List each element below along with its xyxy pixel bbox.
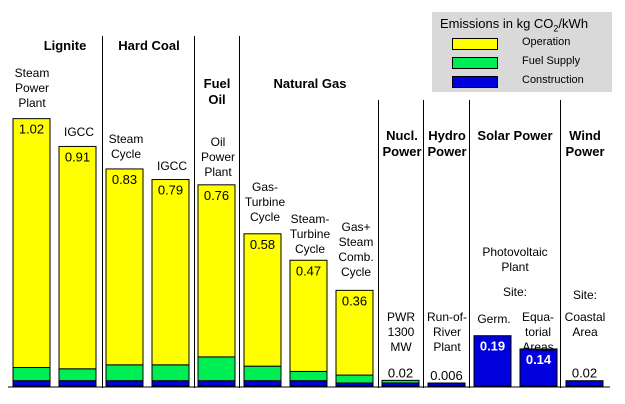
bar-caption: Steam Power Plant xyxy=(14,66,50,110)
bar-segment-operation xyxy=(12,118,51,368)
bar-value-label: 0.36 xyxy=(342,293,367,308)
bar-segment-operation xyxy=(335,289,374,376)
bar-segment-construction xyxy=(565,380,604,387)
legend-swatch-operation xyxy=(452,38,498,50)
bar-segment-fuel-supply xyxy=(243,365,282,382)
group-fuel-oil: Fuel Oil xyxy=(203,76,231,107)
site-label-solar: Site: xyxy=(502,285,527,299)
legend: Emissions in kg CO2/kWh Operation Fuel S… xyxy=(432,12,612,92)
bar-segment-operation xyxy=(58,145,97,370)
bar-value-label: 0.14 xyxy=(526,352,552,367)
bar-value-label: 0.58 xyxy=(250,237,275,252)
group-hydro-power: Hydro Power xyxy=(427,128,467,159)
bar-value-label: 0.83 xyxy=(112,172,137,187)
bar-segment-fuel-supply xyxy=(381,379,420,384)
legend-label: Construction xyxy=(522,74,584,86)
bar-caption: Run-of- River Plant xyxy=(426,310,467,354)
legend-label: Operation xyxy=(522,36,571,48)
separator xyxy=(423,100,424,388)
separator xyxy=(469,100,470,388)
bar-segment-fuel-supply xyxy=(151,364,190,382)
group-nuclear-power: Nucl. Power xyxy=(382,128,422,159)
legend-label: Fuel Supply xyxy=(522,55,581,67)
legend-swatch-fuel-supply xyxy=(452,57,498,69)
group-solar-power: Solar Power xyxy=(477,128,553,143)
bar-segment-operation xyxy=(289,259,328,372)
bar-segment-operation xyxy=(151,179,190,366)
group-natural-gas: Natural Gas xyxy=(273,76,347,91)
bar-value-label: 1.02 xyxy=(19,122,44,137)
group-wind-power: Wind Power xyxy=(565,128,605,159)
bar-segment-construction xyxy=(58,380,97,387)
bar-segment-construction xyxy=(12,380,51,387)
bar-segment-operation xyxy=(105,168,144,366)
separator xyxy=(239,36,240,388)
group-lignite: Lignite xyxy=(43,38,87,53)
bar-caption: Coastal Area xyxy=(564,310,606,339)
bar-segment-construction xyxy=(427,382,466,387)
bar-segment-construction xyxy=(243,380,282,387)
bar-caption: Gas+ Steam Comb. Cycle xyxy=(338,220,374,279)
bar-caption: Germ. xyxy=(477,312,511,326)
bar-caption: IGCC xyxy=(64,125,94,139)
bar-value-label: 0.76 xyxy=(204,188,229,203)
bar-caption: Steam- Turbine Cycle xyxy=(289,212,331,256)
bar-caption: Gas- Turbine Cycle xyxy=(244,180,286,224)
bar-value-label: 0.79 xyxy=(158,183,183,198)
bar-segment-fuel-supply xyxy=(197,356,236,382)
bar-segment-operation xyxy=(243,233,282,367)
bar-value-label: 0.19 xyxy=(480,339,505,354)
bar-segment-fuel-supply xyxy=(58,368,97,382)
bar-segment-fuel-supply xyxy=(12,366,51,382)
separator xyxy=(378,100,379,388)
bar-value-label: 0.02 xyxy=(572,366,597,381)
legend-swatch-construction xyxy=(452,76,498,88)
bar-caption: IGCC xyxy=(157,159,187,173)
bar-caption: Oil Power Plant xyxy=(200,135,235,179)
bar-segment-operation xyxy=(197,184,236,358)
legend-title: Emissions in kg CO2/kWh xyxy=(440,16,589,34)
bar-caption: Equa- torial Areas xyxy=(521,310,555,354)
bar-segment-fuel-supply xyxy=(289,370,328,382)
bar-segment-construction xyxy=(519,348,558,387)
bar-segment-construction xyxy=(151,380,190,387)
separator xyxy=(194,36,195,388)
bar-caption: PWR 1300 MW xyxy=(387,310,415,354)
bar-segment-construction xyxy=(473,335,512,387)
separator xyxy=(102,36,103,388)
group-hard-coal: Hard Coal xyxy=(118,38,180,53)
bar-segment-construction xyxy=(197,380,236,387)
bar-value-label: 0.02 xyxy=(388,365,413,380)
bar-caption: Steam Cycle xyxy=(108,132,144,161)
bar-segment-construction xyxy=(289,380,328,387)
bar-segment-fuel-supply xyxy=(335,374,374,384)
bar-value-label: 0.47 xyxy=(296,263,321,278)
bar-value-label: 0.006 xyxy=(430,368,463,383)
bar-value-label: 0.91 xyxy=(65,149,90,164)
separator xyxy=(560,100,561,388)
site-label-wind: Site: xyxy=(572,288,597,302)
bar-segment-construction xyxy=(105,380,144,387)
bar-segment-fuel-supply xyxy=(105,364,144,382)
photovoltaic-label: Photovoltaic Plant xyxy=(482,245,548,274)
